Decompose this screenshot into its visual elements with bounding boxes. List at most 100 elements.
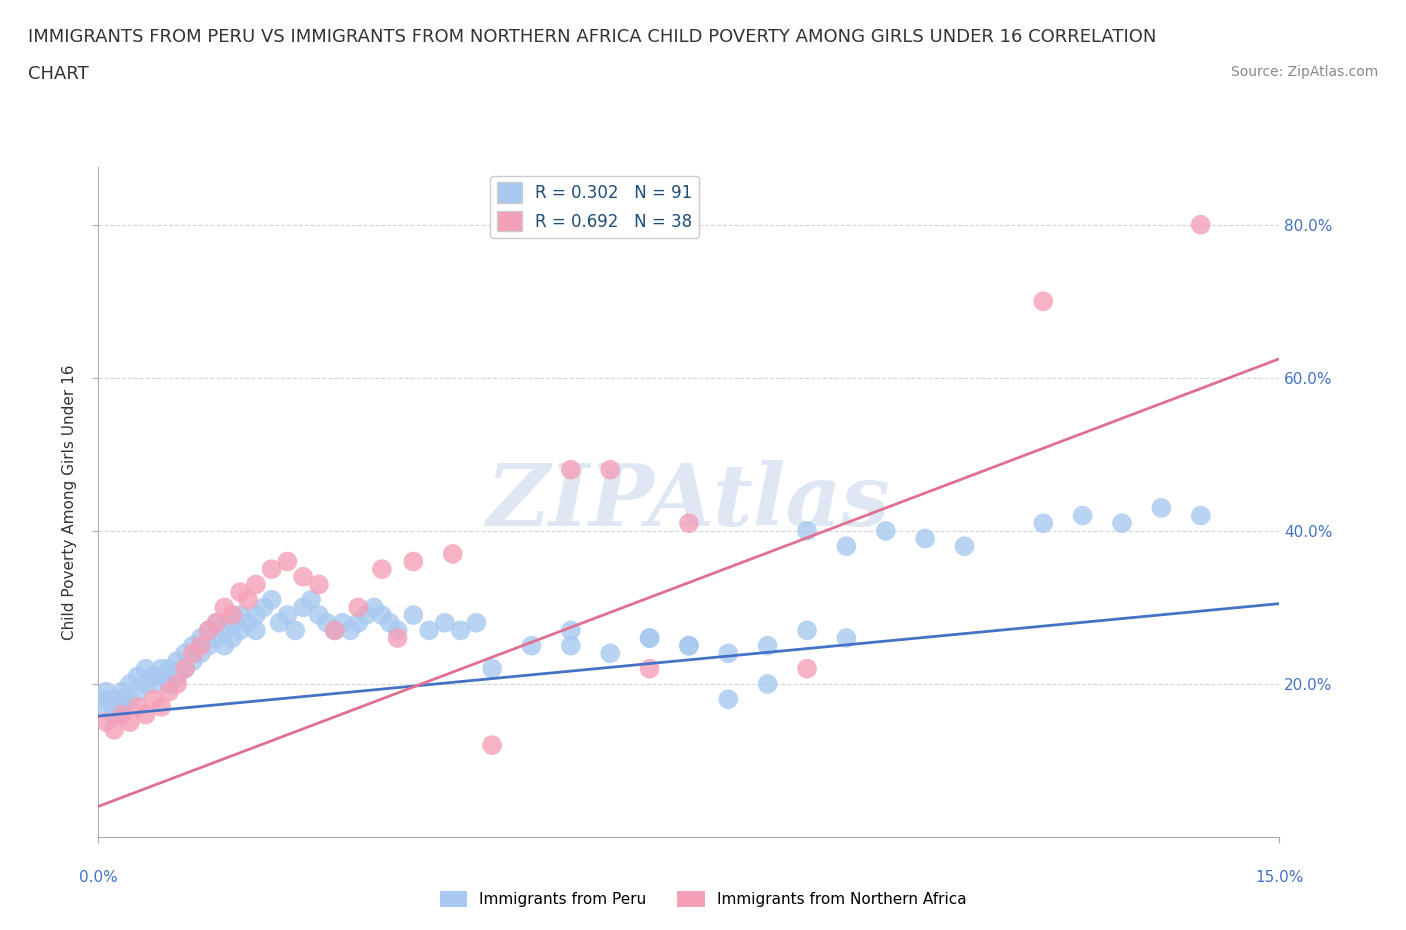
Point [332,616,354,631]
Point [756,676,779,691]
Text: 0.0%: 0.0% [79,870,118,884]
Point [1189,218,1212,232]
Point [214,638,236,653]
Point [308,607,330,622]
Point [1189,508,1212,523]
Point [197,638,219,653]
Point [214,600,236,615]
Point [118,692,141,707]
Point [111,699,134,714]
Point [111,707,134,722]
Point [796,623,818,638]
Point [378,616,401,631]
Point [402,607,425,622]
Point [166,654,188,669]
Point [174,646,197,661]
Point [323,623,346,638]
Point [245,577,267,591]
Point [481,737,503,752]
Y-axis label: Child Poverty Among Girls Under 16: Child Poverty Among Girls Under 16 [62,365,77,640]
Point [135,676,157,691]
Point [371,562,394,577]
Point [205,616,228,631]
Point [638,661,661,676]
Text: IMMIGRANTS FROM PERU VS IMMIGRANTS FROM NORTHERN AFRICA CHILD POVERTY AMONG GIRL: IMMIGRANTS FROM PERU VS IMMIGRANTS FROM … [28,28,1157,46]
Point [481,661,503,676]
Point [190,638,212,653]
Point [229,607,252,622]
Point [229,585,252,600]
Point [796,661,818,676]
Point [142,676,165,691]
Point [450,623,472,638]
Point [678,638,700,653]
Point [292,569,315,584]
Text: Source: ZipAtlas.com: Source: ZipAtlas.com [1230,65,1378,79]
Point [418,623,440,638]
Point [245,623,267,638]
Point [347,600,370,615]
Point [253,600,276,615]
Point [103,692,125,707]
Point [127,684,149,699]
Point [465,616,488,631]
Point [560,462,582,477]
Text: 15.0%: 15.0% [1256,870,1303,884]
Point [103,707,125,722]
Point [174,661,197,676]
Point [638,631,661,645]
Point [1032,294,1054,309]
Text: CHART: CHART [28,65,89,83]
Point [96,699,118,714]
Point [118,715,141,730]
Point [599,462,621,477]
Point [363,600,385,615]
Point [276,554,298,569]
Point [181,646,204,661]
Point [717,692,740,707]
Point [560,623,582,638]
Point [678,638,700,653]
Point [157,676,180,691]
Point [96,692,118,707]
Point [236,592,259,607]
Point [221,616,243,631]
Point [142,669,165,684]
Legend: Immigrants from Peru, Immigrants from Northern Africa: Immigrants from Peru, Immigrants from No… [433,884,973,913]
Point [953,538,976,553]
Point [221,607,243,622]
Point [150,661,173,676]
Point [560,638,582,653]
Point [103,723,125,737]
Point [756,638,779,653]
Point [174,661,197,676]
Point [96,684,118,699]
Point [402,554,425,569]
Point [354,607,377,622]
Point [157,661,180,676]
Point [441,547,464,562]
Text: ZIPAtlas: ZIPAtlas [486,460,891,544]
Point [284,623,307,638]
Point [135,661,157,676]
Point [292,600,315,615]
Point [599,646,621,661]
Point [520,638,543,653]
Point [197,623,219,638]
Point [166,669,188,684]
Point [638,631,661,645]
Point [214,623,236,638]
Point [315,616,337,631]
Point [269,616,291,631]
Point [347,616,370,631]
Point [260,592,283,607]
Point [181,638,204,653]
Point [181,654,204,669]
Point [1071,508,1094,523]
Point [111,684,134,699]
Point [678,516,700,531]
Point [157,684,180,699]
Point [127,669,149,684]
Point [111,692,134,707]
Point [96,715,118,730]
